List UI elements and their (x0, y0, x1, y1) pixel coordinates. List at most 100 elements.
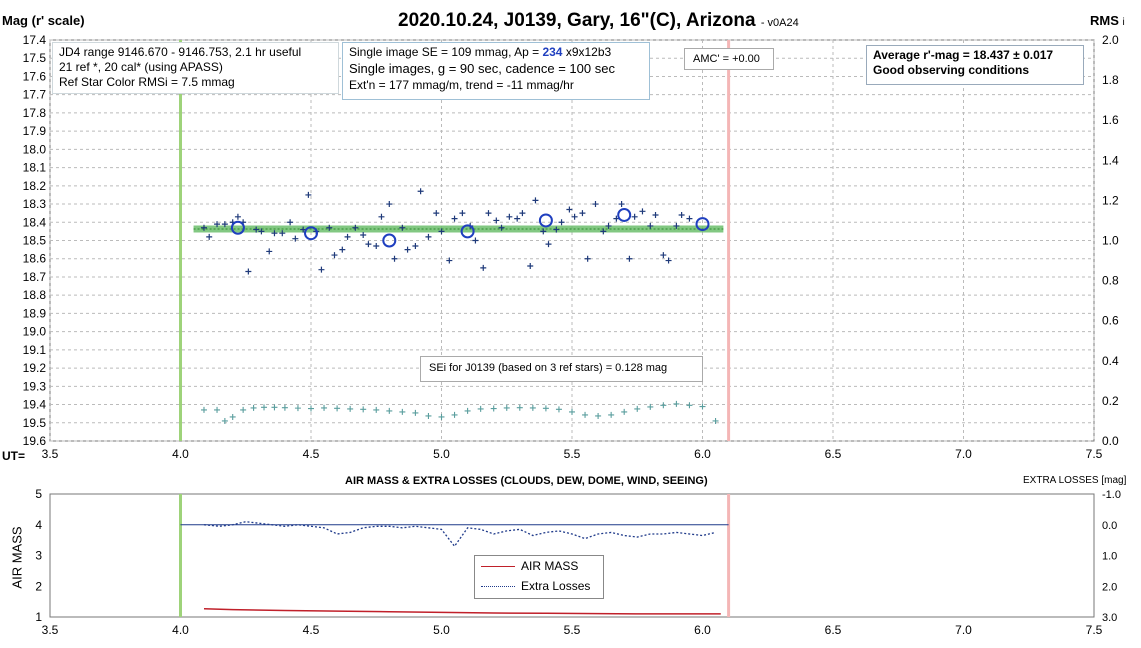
bottom-y-tick-label: 1 (35, 610, 42, 624)
y-tick-label: 19.1 (23, 343, 47, 357)
rms-point (281, 404, 288, 411)
data-point (639, 208, 646, 215)
data-point (305, 191, 312, 198)
rms-point (214, 406, 221, 413)
rms-point (686, 402, 693, 409)
data-point (331, 252, 338, 259)
data-point (214, 221, 221, 228)
data-point (412, 242, 419, 249)
rms-point (438, 413, 445, 420)
data-point (352, 224, 359, 231)
data-point (545, 241, 552, 248)
rms-point (261, 404, 268, 411)
data-point (480, 264, 487, 271)
rms-point (250, 404, 257, 411)
bottom-y-tick-label: 5 (35, 487, 42, 501)
ut-label: UT= (2, 449, 26, 463)
data-point (425, 233, 432, 240)
rms-point (595, 412, 602, 419)
legend-swatch-airmass (481, 566, 515, 568)
rms-point (464, 407, 471, 414)
data-point (200, 224, 207, 231)
rms-point (555, 406, 562, 413)
info-box-mid: Single image SE = 109 mmag, Ap = 234 x9x… (342, 42, 650, 100)
y-tick-label: 19.2 (23, 361, 47, 375)
x-tick-label: 7.0 (955, 447, 972, 461)
rms-point (271, 404, 278, 411)
sei-label: SEi for J0139 (based on 3 ref stars) = 0… (429, 362, 668, 374)
bottom-x-tick-label: 5.5 (564, 623, 581, 637)
rms-point (321, 404, 328, 411)
y-tick-label: 17.4 (23, 33, 47, 47)
rms-point (425, 412, 432, 419)
rms-point (451, 411, 458, 418)
bottom-right-tick-label: -1.0 (1102, 489, 1121, 501)
y-tick-label: 19.0 (23, 325, 47, 339)
data-point (660, 252, 667, 259)
info-box-left: JD4 range 9146.670 - 9146.753, 2.1 hr us… (52, 42, 339, 94)
y-tick-label: 17.9 (23, 124, 47, 138)
data-point (519, 210, 526, 217)
amc-label: AMC' = +0.00 (693, 53, 760, 65)
legend-item-airmass: AIR MASS (481, 559, 578, 573)
y-tick-label: 19.3 (23, 379, 47, 393)
data-point (404, 246, 411, 253)
data-point (665, 257, 672, 264)
right-tick-label: 1.2 (1102, 193, 1119, 207)
bottom-right-tick-label: 2.0 (1102, 581, 1117, 593)
data-point (451, 215, 458, 222)
rms-point (347, 405, 354, 412)
left-axis-title: Mag (r' scale) (2, 13, 85, 28)
y-tick-label: 18.3 (23, 197, 47, 211)
data-point (221, 221, 228, 228)
legend: AIR MASS Extra Losses (474, 555, 604, 599)
y-tick-label: 19.6 (23, 434, 47, 448)
bottom-x-tick-label: 4.5 (303, 623, 320, 637)
bottom-y-tick-label: 2 (35, 579, 42, 593)
rms-point (229, 413, 236, 420)
data-point (472, 237, 479, 244)
rms-point (294, 405, 301, 412)
data-point (579, 210, 586, 217)
y-tick-label: 18.1 (23, 161, 47, 175)
data-point (399, 224, 406, 231)
data-point (446, 257, 453, 264)
data-point (234, 213, 241, 220)
bottom-x-tick-label: 6.0 (694, 623, 711, 637)
right-tick-label: 1.4 (1102, 153, 1119, 167)
data-point (433, 210, 440, 217)
y-tick-label: 18.9 (23, 306, 47, 320)
right-tick-label: 1.0 (1102, 234, 1119, 248)
data-point (673, 222, 680, 229)
data-point (253, 226, 260, 233)
right-axis-title: RMS i (1090, 13, 1125, 28)
average-line2: Good observing conditions (873, 63, 1029, 77)
bottom-right-tick-label: 3.0 (1102, 612, 1117, 624)
average-box: Average r'-mag = 18.437 ± 0.017 Good obs… (866, 45, 1084, 85)
bottom-x-tick-label: 3.5 (42, 623, 59, 637)
data-point (605, 222, 612, 229)
rms-point (660, 402, 667, 409)
data-point (527, 263, 534, 270)
rms-point (334, 405, 341, 412)
y-tick-label: 19.4 (23, 398, 47, 412)
data-point (485, 210, 492, 217)
rms-point (647, 403, 654, 410)
rms-point (200, 406, 207, 413)
data-point (459, 210, 466, 217)
data-point (592, 201, 599, 208)
rms-point (477, 405, 484, 412)
airmass-line (203, 607, 721, 615)
bottom-right-tick-label: 1.0 (1102, 551, 1117, 563)
bottom-y-tick-label: 3 (35, 549, 42, 563)
y-tick-label: 17.5 (23, 51, 47, 65)
y-tick-label: 18.2 (23, 179, 47, 193)
data-point (360, 232, 367, 239)
right-tick-label: 0.6 (1102, 314, 1119, 328)
bottom-y-tick-label: 4 (35, 518, 42, 532)
binned-point (617, 207, 632, 222)
data-point (287, 219, 294, 226)
data-point (378, 213, 385, 220)
info-mid-line3: Ext'n = 177 mmag/m, trend = -11 mmag/hr (349, 78, 574, 92)
y-tick-label: 18.5 (23, 234, 47, 248)
